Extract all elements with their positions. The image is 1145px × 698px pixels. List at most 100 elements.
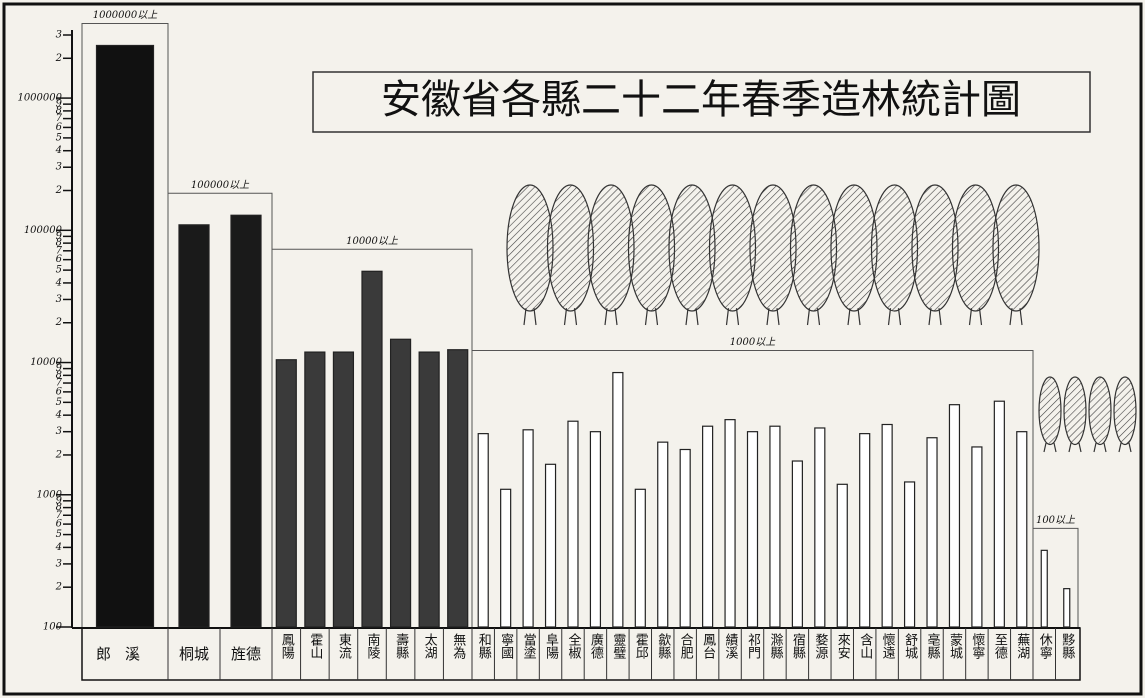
y-tick-label: 5 bbox=[56, 397, 62, 408]
tree-trunk bbox=[1118, 442, 1132, 453]
tree-trunk bbox=[887, 308, 902, 326]
bar bbox=[836, 483, 848, 628]
bar bbox=[679, 448, 691, 628]
x-tick-label: 阜陽 bbox=[543, 632, 559, 659]
y-tick-label: 2 bbox=[55, 582, 62, 593]
tree-crown bbox=[587, 184, 635, 312]
group-label: 10000以上 bbox=[346, 235, 399, 247]
bar bbox=[993, 400, 1005, 628]
tree-trunk bbox=[847, 308, 861, 326]
x-tick-label: 至德 bbox=[992, 633, 1008, 659]
y-tick-label: 4 bbox=[55, 410, 62, 421]
y-tick-label: 7 bbox=[56, 378, 63, 389]
y-tick-label: 7 bbox=[56, 113, 63, 124]
bar bbox=[903, 481, 916, 628]
y-tick-label: 9 bbox=[56, 363, 63, 374]
y-tick-label: 9 bbox=[56, 99, 63, 110]
y-tick-label: 3 bbox=[56, 294, 62, 305]
x-tick-label: 全椒 bbox=[565, 632, 581, 660]
bar bbox=[567, 420, 579, 628]
x-tick-label: 休寧 bbox=[1037, 633, 1053, 659]
y-tick-label: 8 bbox=[56, 370, 62, 381]
tree-crown bbox=[992, 184, 1040, 312]
y-tick-label: 8 bbox=[56, 238, 62, 249]
tree-crown bbox=[749, 184, 797, 312]
tree-trunk bbox=[685, 308, 699, 326]
bar bbox=[418, 351, 440, 628]
bar bbox=[814, 427, 826, 628]
x-tick-label: 東流 bbox=[336, 632, 352, 659]
x-tick-label: 宿縣 bbox=[790, 632, 806, 659]
tree-trunk bbox=[968, 308, 983, 326]
y-tick-label: 4 bbox=[55, 277, 62, 288]
tree-trunk bbox=[563, 308, 578, 326]
y-tick-label: 8 bbox=[56, 105, 62, 116]
tree-trunk bbox=[523, 308, 537, 326]
tree-crown bbox=[951, 184, 1000, 312]
tree-trunk bbox=[928, 308, 942, 326]
tree-crown bbox=[668, 184, 716, 312]
bar bbox=[275, 359, 297, 628]
bar bbox=[304, 351, 326, 628]
x-tick-label: 廣德 bbox=[588, 633, 604, 659]
y-tick-label: 4 bbox=[55, 542, 62, 553]
x-tick-label: 懷寧 bbox=[969, 633, 985, 659]
y-tick-label: 5 bbox=[56, 265, 62, 276]
y-tick-label: 8 bbox=[56, 502, 62, 513]
tree-crown bbox=[1063, 376, 1087, 446]
y-tick-label: 2 bbox=[55, 53, 62, 64]
title-box bbox=[312, 71, 1091, 133]
bar bbox=[230, 214, 262, 628]
y-tick-label: 9 bbox=[56, 231, 63, 242]
bar bbox=[589, 431, 602, 628]
tree-crown bbox=[789, 184, 838, 312]
x-tick-label: 靈璧 bbox=[610, 633, 626, 659]
y-tick-label: 4 bbox=[55, 145, 62, 156]
x-tick-label: 南陵 bbox=[365, 632, 381, 659]
x-tick-label: 和縣 bbox=[476, 633, 492, 659]
group-label: 100以上 bbox=[1036, 514, 1076, 526]
x-tick-label: 含山 bbox=[857, 632, 873, 659]
label-row bbox=[81, 627, 1081, 681]
tree-crown bbox=[546, 184, 595, 312]
x-tick-label: 婺源 bbox=[812, 632, 828, 659]
bar bbox=[769, 425, 781, 628]
x-tick-label: 亳縣 bbox=[925, 632, 941, 659]
bar bbox=[447, 349, 469, 628]
group-bracket bbox=[1032, 527, 1079, 627]
bar bbox=[791, 460, 803, 628]
x-tick-label: 祁門 bbox=[745, 633, 761, 660]
y-tick-label: 6 bbox=[56, 386, 63, 397]
x-tick-label: 寧國 bbox=[498, 632, 514, 659]
group-label: 1000000以上 bbox=[93, 9, 159, 21]
bar bbox=[881, 423, 893, 628]
x-tick-label: 鳳台 bbox=[700, 633, 716, 659]
y-tick-label: 1000000 bbox=[17, 93, 62, 104]
y-tick-label: 3 bbox=[56, 426, 62, 437]
y-tick-label: 1000 bbox=[37, 489, 63, 500]
bar bbox=[332, 351, 355, 628]
y-tick-label: 7 bbox=[56, 245, 63, 256]
y-tick-label: 10000 bbox=[30, 357, 62, 368]
x-tick-label: 鳳陽 bbox=[279, 633, 295, 659]
tree-crown bbox=[830, 184, 878, 312]
chart-title: 安徽省各縣二十二年春季造林統計圖 bbox=[381, 77, 1021, 123]
tree-trunk bbox=[1009, 308, 1023, 326]
bar bbox=[178, 224, 210, 628]
bar bbox=[657, 441, 669, 628]
group-label: 100000以上 bbox=[191, 179, 250, 191]
y-tick-label: 6 bbox=[56, 122, 63, 133]
tree-crown bbox=[627, 184, 676, 312]
x-tick-label: 黟縣 bbox=[1059, 633, 1075, 659]
tree-trunk bbox=[1043, 442, 1057, 453]
tree-trunk bbox=[725, 308, 740, 326]
x-tick-label: 績溪 bbox=[723, 633, 739, 659]
tree-trunk bbox=[766, 308, 780, 326]
y-tick-label: 5 bbox=[56, 132, 62, 143]
bar bbox=[361, 270, 383, 628]
x-tick-label: 太湖 bbox=[422, 633, 438, 659]
tree-crown bbox=[1113, 376, 1137, 446]
y-tick-label: 6 bbox=[56, 254, 63, 265]
y-tick-label: 5 bbox=[56, 529, 62, 540]
